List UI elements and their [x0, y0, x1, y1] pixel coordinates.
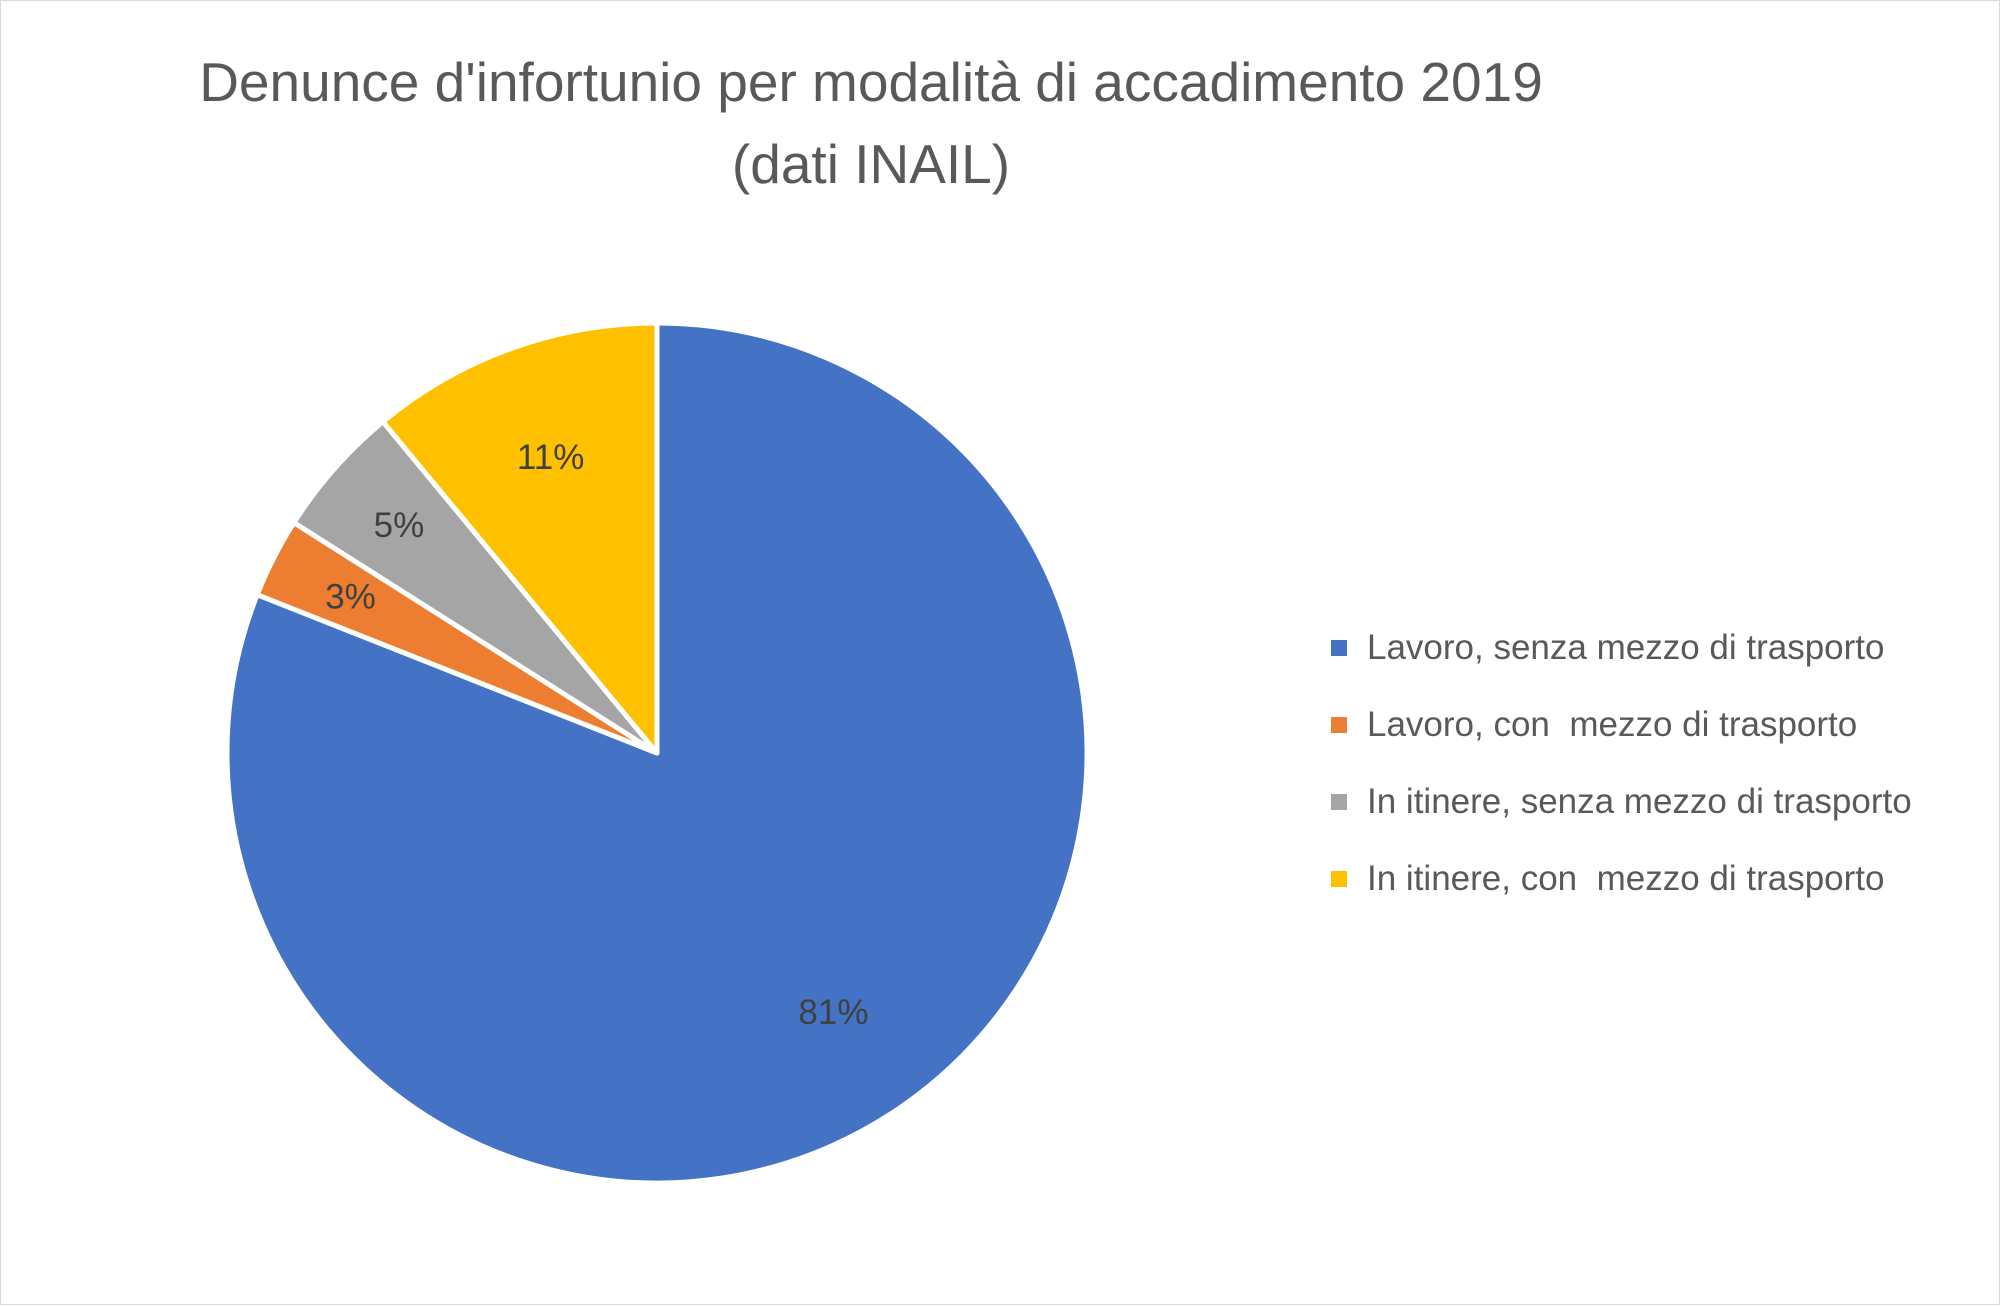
- legend-swatch: [1331, 870, 1347, 887]
- pie-data-label: 81%: [798, 993, 868, 1032]
- pie-data-label: 3%: [325, 577, 376, 616]
- chart-title-line-2: (dati INAIL): [731, 133, 1011, 195]
- legend-item: Lavoro, con mezzo di trasporto: [1331, 686, 1912, 763]
- legend-swatch: [1331, 639, 1347, 656]
- chart-title-line-1: Denunce d'infortunio per modalità di acc…: [199, 51, 1543, 113]
- legend-label: In itinere, con mezzo di trasporto: [1367, 858, 1885, 898]
- legend-item: In itinere, con mezzo di trasporto: [1331, 840, 1912, 917]
- legend-item: In itinere, senza mezzo di trasporto: [1331, 763, 1912, 840]
- chart-title: Denunce d'infortunio per modalità di acc…: [1, 41, 1741, 205]
- legend-swatch: [1331, 793, 1347, 810]
- legend-label: Lavoro, senza mezzo di trasporto: [1367, 627, 1885, 667]
- legend-swatch: [1331, 716, 1347, 733]
- chart-legend: Lavoro, senza mezzo di trasporto Lavoro,…: [1331, 609, 1912, 917]
- legend-item: Lavoro, senza mezzo di trasporto: [1331, 609, 1912, 686]
- pie-data-label: 11%: [517, 438, 584, 477]
- legend-label: Lavoro, con mezzo di trasporto: [1367, 704, 1858, 744]
- pie-data-label: 5%: [374, 506, 425, 545]
- pie-slice: [380, 320, 660, 756]
- legend-label: In itinere, senza mezzo di trasporto: [1367, 781, 1912, 821]
